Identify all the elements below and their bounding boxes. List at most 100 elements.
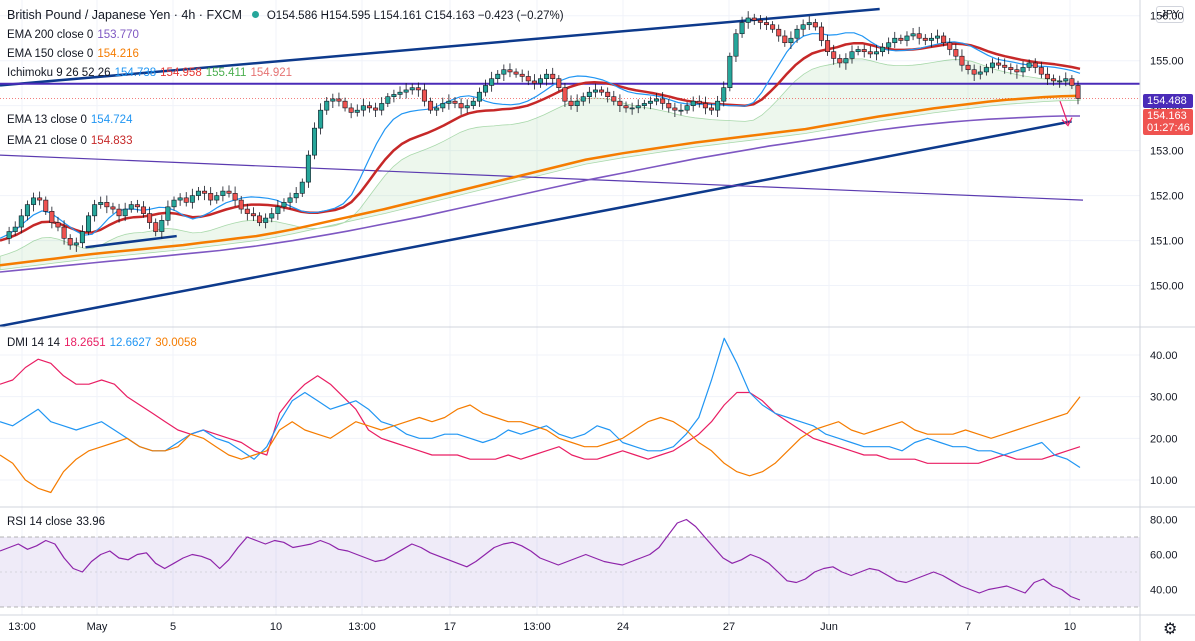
candle (86, 212, 92, 236)
rsi-pane[interactable] (0, 518, 1081, 601)
candle (501, 64, 507, 82)
candle-body (110, 206, 116, 210)
candle-body (757, 19, 763, 23)
time-tick-label: 10 (1063, 621, 1077, 633)
candle-body (397, 91, 403, 95)
dmi-series-line (0, 358, 1081, 464)
candle (263, 213, 269, 229)
candle (660, 92, 666, 110)
candle-body (202, 190, 208, 194)
candle-body (1044, 73, 1050, 79)
candle (98, 196, 104, 209)
dmi-pane[interactable] (0, 337, 1081, 494)
candle-body (428, 100, 434, 111)
candle-body (86, 215, 92, 232)
candle-body (660, 98, 666, 104)
candle (867, 45, 873, 59)
candle (702, 96, 708, 115)
legend-ema13[interactable]: EMA 13 close 0 154.724 (7, 113, 132, 128)
candle-body (470, 100, 476, 106)
candle-body (354, 109, 360, 113)
last-price: 154.163 (1147, 110, 1187, 122)
candle (470, 97, 476, 110)
candle-body (537, 78, 543, 84)
candle-body (788, 37, 794, 44)
candle (812, 18, 818, 31)
legend-label: EMA 200 close 0 (7, 29, 94, 41)
candle-body (672, 107, 678, 111)
candle-body (348, 107, 354, 113)
legend-ichimoku[interactable]: Ichimoku 9 26 52 26 154.738 154.958 155.411… (7, 66, 292, 81)
candle-body (983, 67, 989, 73)
price-pane[interactable] (0, 7, 1140, 328)
ema13-line (0, 32, 1081, 239)
legend-value: 154.958 (160, 67, 202, 79)
candle (214, 192, 220, 204)
candle-body (861, 49, 867, 53)
time-tick-label: 24 (616, 621, 630, 633)
candle-body (165, 206, 171, 221)
candle (611, 90, 617, 106)
candle (745, 11, 751, 29)
candle (391, 89, 397, 103)
candle (1026, 59, 1032, 72)
candle-body (654, 98, 660, 102)
candle (696, 95, 702, 108)
candle-body (1063, 78, 1069, 82)
candle (116, 203, 122, 223)
candle (947, 38, 953, 56)
candle-body (800, 24, 806, 30)
candle (177, 193, 183, 206)
candle-body (299, 181, 305, 194)
candle (1014, 64, 1020, 79)
candle-body (43, 199, 49, 212)
price-tick-label: 153.00 (1150, 146, 1184, 158)
candle (55, 216, 61, 232)
candle (818, 22, 824, 47)
legend-ema21[interactable]: EMA 21 close 0 154.833 (7, 134, 132, 149)
symbol-title[interactable]: British Pound / Japanese Yen · 4h · FXCM (7, 8, 242, 22)
candle (312, 122, 318, 160)
candle-body (898, 37, 904, 41)
candle-body (489, 78, 495, 86)
legend-ema150[interactable]: EMA 150 close 0 154.216 (7, 47, 139, 62)
candle (977, 65, 983, 80)
candle (855, 45, 861, 56)
candle (43, 196, 49, 215)
legend-label: RSI 14 close (7, 516, 73, 528)
gear-icon[interactable]: ⚙ (1163, 621, 1178, 638)
legend-rsi[interactable]: RSI 14 close 33.96 (7, 515, 105, 530)
candle-body (959, 55, 965, 66)
candle (935, 29, 941, 44)
candle-body (140, 206, 146, 214)
candle (140, 201, 146, 218)
candle-body (269, 213, 275, 219)
legend-dmi[interactable]: DMI 14 14 18.2651 12.6627 30.0058 (7, 336, 197, 351)
market-status-dot (251, 11, 259, 18)
candle (244, 203, 250, 221)
price-tick-label: 150.00 (1150, 281, 1184, 293)
currency-badge[interactable]: JPY (1156, 6, 1185, 23)
candle (886, 37, 892, 55)
dmi-tick-label: 20.00 (1150, 433, 1178, 445)
candle (556, 75, 562, 92)
legend-value: 33.96 (76, 516, 105, 528)
candle-body (989, 62, 995, 68)
candle (171, 196, 177, 211)
candle-body (214, 195, 220, 201)
candle-body (330, 98, 336, 102)
dmi-tick-label: 40.00 (1150, 350, 1178, 362)
candle (79, 225, 85, 249)
candle (727, 52, 733, 92)
legend-value: 30.0058 (155, 337, 197, 349)
trendline-descending (0, 154, 1084, 201)
candle (238, 195, 244, 214)
candle-body (67, 238, 73, 246)
candle-body (715, 100, 721, 111)
legend-ema200[interactable]: EMA 200 close 0 153.770 (7, 28, 139, 43)
candle (183, 192, 189, 207)
candle-body (1075, 85, 1081, 99)
time-tick-label: 13:00 (348, 621, 376, 633)
candle (1008, 63, 1014, 75)
